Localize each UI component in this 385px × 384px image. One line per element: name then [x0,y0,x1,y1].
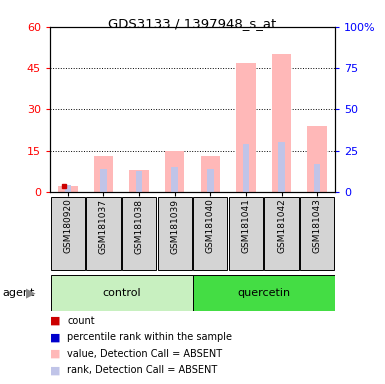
Bar [207,169,214,192]
FancyBboxPatch shape [264,197,299,270]
FancyBboxPatch shape [229,197,263,270]
FancyBboxPatch shape [300,197,334,270]
Text: ▶: ▶ [26,286,36,299]
Text: GSM181041: GSM181041 [241,199,250,253]
FancyBboxPatch shape [157,197,192,270]
FancyBboxPatch shape [51,275,193,311]
Text: GSM181040: GSM181040 [206,199,215,253]
Bar [94,156,113,192]
Text: control: control [102,288,141,298]
FancyBboxPatch shape [122,197,156,270]
Text: GSM181039: GSM181039 [170,199,179,253]
Bar [314,164,320,192]
Bar [201,156,220,192]
Text: ■: ■ [50,365,60,375]
Text: count: count [67,316,95,326]
Text: value, Detection Call = ABSENT: value, Detection Call = ABSENT [67,349,223,359]
Bar [307,126,327,192]
Text: ■: ■ [50,332,60,342]
Text: percentile rank within the sample: percentile rank within the sample [67,332,233,342]
Bar [58,187,78,192]
Text: quercetin: quercetin [237,288,290,298]
Bar [243,144,249,192]
Bar [129,170,149,192]
Text: agent: agent [2,288,34,298]
Text: GDS3133 / 1397948_s_at: GDS3133 / 1397948_s_at [108,17,277,30]
Text: GSM181043: GSM181043 [313,199,321,253]
Text: GSM181042: GSM181042 [277,199,286,253]
FancyBboxPatch shape [193,197,228,270]
Bar [165,151,184,192]
Bar [236,63,256,192]
Text: ■: ■ [50,316,60,326]
FancyBboxPatch shape [86,197,121,270]
Bar [136,170,142,192]
FancyBboxPatch shape [193,275,336,311]
Text: GSM180920: GSM180920 [64,199,72,253]
Text: GSM181037: GSM181037 [99,199,108,253]
Bar [100,169,107,192]
Text: rank, Detection Call = ABSENT: rank, Detection Call = ABSENT [67,365,218,375]
FancyBboxPatch shape [51,197,85,270]
Text: GSM181038: GSM181038 [135,199,144,253]
Bar [65,185,71,192]
Bar [171,167,178,192]
Text: ■: ■ [50,349,60,359]
Bar [278,142,285,192]
Bar [272,55,291,192]
